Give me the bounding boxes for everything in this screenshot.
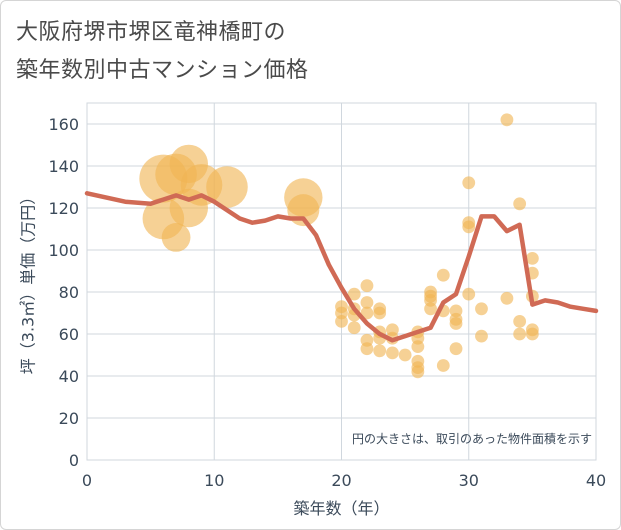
x-tick-label: 20	[331, 471, 351, 490]
data-point	[462, 176, 476, 190]
data-point	[335, 315, 348, 328]
data-point	[462, 287, 476, 301]
data-point	[360, 306, 374, 320]
data-point	[436, 359, 450, 372]
data-point	[449, 317, 463, 330]
x-axis-label: 築年数（年）	[293, 499, 389, 518]
x-tick-label: 0	[82, 471, 92, 490]
plot-area	[86, 102, 597, 461]
data-point	[347, 287, 361, 301]
bubbles	[139, 113, 539, 379]
tick-labels: 0 20 40 60 80 100 120 140 160 0 10 20 30 40	[48, 115, 606, 490]
data-point	[206, 166, 248, 208]
data-point	[525, 252, 539, 265]
data-point	[513, 315, 527, 328]
data-point	[360, 342, 374, 356]
data-point	[513, 197, 527, 211]
x-tick-label: 40	[586, 471, 606, 490]
y-tick-label: 0	[69, 451, 79, 470]
data-point	[500, 113, 514, 127]
data-point	[398, 348, 412, 362]
data-point	[373, 344, 387, 358]
data-point	[500, 291, 514, 305]
data-point	[513, 327, 527, 341]
data-point	[161, 223, 191, 252]
y-tick-label: 60	[59, 325, 79, 344]
data-point	[411, 340, 425, 353]
trend-lines	[84, 191, 599, 343]
data-point	[360, 296, 374, 309]
data-point	[424, 302, 437, 316]
y-tick-label: 140	[48, 157, 79, 176]
data-point	[386, 346, 399, 360]
chart-title-line2: 築年数別中古マンション価格	[16, 58, 309, 83]
size-note: 円の大きさは、取引のあった物件面積を示す	[352, 431, 592, 446]
data-point	[360, 279, 374, 293]
data-point	[449, 342, 463, 356]
y-tick-label: 160	[48, 115, 79, 134]
data-point	[411, 365, 425, 379]
data-point	[347, 321, 361, 335]
chart-title-line1: 大阪府堺市堺区竜神橋町の	[16, 20, 287, 45]
y-tick-label: 100	[48, 241, 79, 260]
y-tick-label: 40	[59, 367, 79, 386]
data-point	[373, 306, 387, 320]
y-tick-label: 80	[59, 283, 79, 302]
x-tick-label: 10	[204, 471, 224, 490]
y-tick-label: 20	[59, 409, 79, 428]
data-point	[462, 220, 476, 234]
y-tick-label: 120	[48, 199, 79, 218]
trend-line	[84, 191, 599, 343]
y-axis-label: 坪（3.3㎡）単価（万円）	[19, 189, 38, 374]
data-point	[436, 268, 450, 282]
data-point	[525, 327, 539, 341]
data-point	[475, 329, 488, 343]
data-point	[475, 302, 488, 316]
x-tick-label: 30	[459, 471, 479, 490]
